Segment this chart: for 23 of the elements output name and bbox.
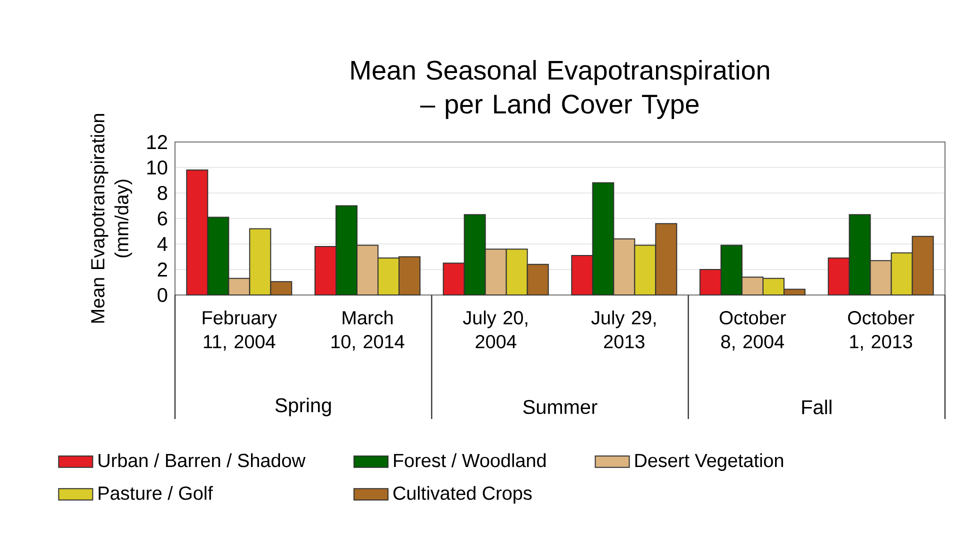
x-tick-label: October 1, 2013 — [848, 310, 914, 351]
text: Spring — [275, 398, 331, 416]
text: Fall — [802, 400, 832, 414]
y-tick-label: 10 — [147, 160, 168, 175]
legend-label: Urban / Barren / Shadow — [98, 453, 306, 468]
legend-label: Pasture / Golf — [98, 486, 213, 500]
legend-label: Cultivated Crops — [393, 486, 532, 504]
y-tick-label: 0 — [158, 288, 168, 302]
legend-label: Forest / Woodland — [394, 453, 546, 468]
y-tick-label: 8 — [158, 186, 168, 200]
x-tick-label: March 10, 2014 — [332, 310, 404, 351]
legend-label: Desert Vegetation — [635, 453, 784, 471]
x-tick-label: July 20, 2004 — [462, 310, 528, 348]
y-axis-title: Mean Evapotranspiration (mm/day) — [90, 114, 132, 323]
x-tick-label: February 11, 2004 — [202, 310, 278, 351]
y-tick-label: 2 — [158, 262, 167, 276]
chart-title: Mean Seasonal Evapotranspiration – per Land Cover Type — [351, 60, 770, 120]
x-tick-label: July 29, 2013 — [591, 310, 656, 348]
x-tick-label: October 8, 2004 — [720, 310, 786, 351]
y-tick-label: 12 — [147, 135, 167, 149]
y-tick-label: 4 — [157, 237, 168, 251]
y-tick-label: 6 — [158, 211, 168, 226]
text: Summer — [523, 400, 598, 414]
